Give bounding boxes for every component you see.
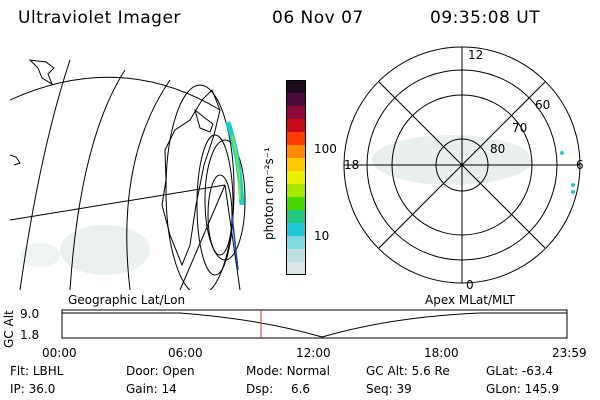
info-dsp: Dsp: 6.6 [246, 382, 311, 396]
colorbar-tick-10: 10 [314, 229, 330, 243]
colorbar-frame [286, 80, 306, 275]
timeline-ytick-high: 9.0 [20, 307, 40, 321]
info-seq: Seq: 39 [366, 382, 412, 396]
altitude-curve [62, 312, 567, 338]
mlt-label-right: 6 [576, 158, 584, 172]
timeline-axis-label: GC Alt [2, 310, 16, 348]
timeline-xtick-2: 12:00 [296, 346, 331, 360]
date-label: 06 Nov 07 [272, 8, 364, 28]
lon-ellipse [165, 84, 235, 290]
coastline [28, 59, 55, 86]
geographic-map [10, 59, 246, 290]
lat-label-80: 80 [490, 142, 505, 156]
colorbar-segment [286, 158, 306, 171]
colorbar-segment [286, 119, 306, 132]
meridian-line [224, 184, 241, 290]
timeline-xtick-1: 06:00 [168, 346, 203, 360]
info-gain: Gain: 14 [126, 382, 177, 396]
info-glon: GLon: 145.9 [486, 382, 559, 396]
polar-plot: 12 18 6 0 60 70 80 [343, 46, 584, 292]
lat-circle [126, 79, 171, 290]
info-ip: IP: 36.0 [10, 382, 56, 396]
colorbar-segment [286, 210, 306, 223]
lat-circle [10, 76, 221, 111]
timeline-right-title: Apex MLat/MLT [425, 293, 515, 307]
colorbar-segment [286, 171, 306, 184]
colorbar-segment [286, 106, 306, 119]
timeline-frame [61, 309, 568, 339]
timeline-xtick-4: 23:59 [552, 346, 587, 360]
colorbar-segment [286, 249, 306, 262]
timeline-xtick-0: 00:00 [42, 346, 77, 360]
aurora-noise [20, 225, 150, 275]
colorbar-segment [286, 80, 306, 93]
aurora-dot [571, 183, 575, 187]
lat-label-70: 70 [512, 121, 527, 135]
aurora-glow [372, 135, 532, 185]
instrument-title: Ultraviolet Imager [18, 8, 181, 28]
info-gc-alt: GC Alt: 5.6 Re [366, 364, 450, 378]
info-mode: Mode: Normal [246, 364, 330, 378]
colorbar-segment [286, 197, 306, 210]
timeline-xtick-3: 18:00 [424, 346, 459, 360]
altitude-timeline [61, 309, 568, 339]
lat-circle [19, 59, 71, 290]
info-glat: GLat: -63.4 [486, 364, 553, 378]
colorbar [286, 80, 306, 275]
auroral-arc-core [231, 134, 241, 201]
colorbar-segment [286, 184, 306, 197]
coastline [10, 154, 21, 166]
colorbar-segment [286, 132, 306, 145]
colorbar-segment [286, 223, 306, 236]
info-door: Door: Open [126, 364, 195, 378]
timeline-left-title: Geographic Lat/Lon [68, 293, 186, 307]
time-label: 09:35:08 UT [430, 8, 541, 28]
mlt-label-top: 12 [468, 48, 483, 62]
colorbar-segment [286, 145, 306, 158]
colorbar-segment [286, 93, 306, 106]
colorbar-segment [286, 236, 306, 249]
colorbar-tick-100: 100 [314, 142, 337, 156]
colorbar-segment [286, 262, 306, 275]
mlt-diagonal [378, 81, 546, 249]
aurora-dot [560, 151, 564, 155]
coastline [161, 89, 221, 267]
timeline-ytick-low: 1.8 [20, 328, 40, 342]
coastline [194, 108, 214, 133]
lon-ellipse [204, 139, 246, 261]
lon-ellipse [196, 134, 234, 276]
info-flt: Flt: LBHL [10, 364, 64, 378]
lat-circle [69, 69, 126, 290]
meridian-line [10, 184, 226, 221]
mlt-label-bottom: 0 [466, 278, 474, 292]
aurora-dot [571, 190, 575, 194]
meridian-line [179, 184, 226, 290]
mlt-label-left: 18 [344, 158, 359, 172]
lat-label-60: 60 [535, 98, 550, 112]
colorbar-unit-label: photon cm⁻²s⁻¹ [262, 147, 276, 240]
sun-direction-line [231, 214, 239, 271]
